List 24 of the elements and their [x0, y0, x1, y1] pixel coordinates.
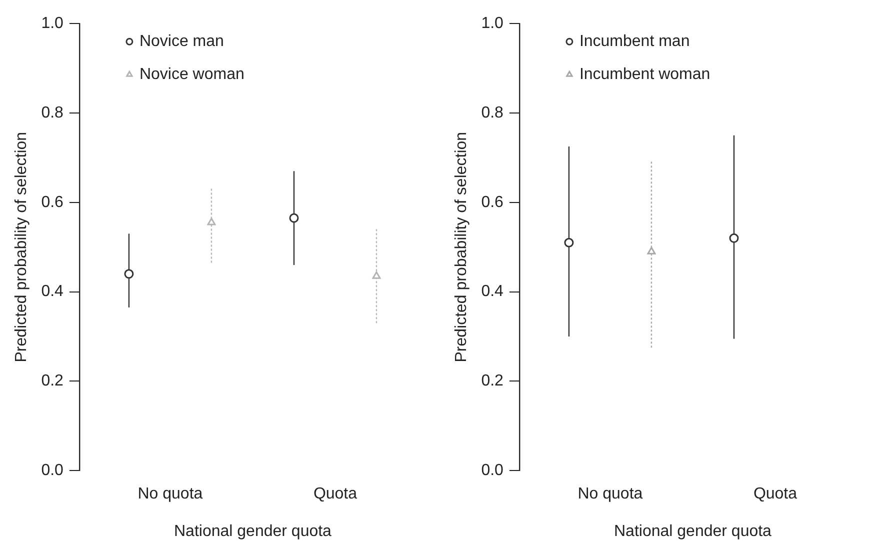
legend-label: Incumbent man [579, 33, 690, 50]
y-tick-label: 0.0 [481, 462, 504, 480]
x-tick-label: Quota [313, 486, 358, 503]
legend-label: Incumbent woman [579, 66, 710, 84]
y-tick-label: 0.6 [41, 194, 64, 211]
y-axis-title: Predicted probability of selection [453, 132, 470, 362]
legend-label: Novice woman [139, 66, 244, 84]
y-axis-title: Predicted probability of selection [13, 132, 30, 362]
y-tick-label: 0.4 [481, 283, 504, 300]
y-tick-label: 0.4 [41, 283, 64, 300]
y-tick-label: 1.0 [481, 15, 504, 32]
y-tick-label: 0.8 [41, 104, 64, 122]
x-tick-label: Quota [753, 486, 798, 503]
y-tick-label: 0.2 [41, 372, 64, 390]
x-tick-label: No quota [578, 486, 643, 503]
y-tick-label: 0.8 [481, 104, 504, 122]
y-tick-label: 0.2 [481, 372, 504, 390]
x-axis-title: National gender quota [614, 522, 772, 540]
y-tick-label: 1.0 [41, 15, 64, 32]
y-tick-label: 0.6 [481, 194, 504, 211]
y-tick-label: 0.0 [41, 462, 64, 480]
x-tick-label: No quota [138, 486, 203, 503]
legend-label: Novice man [139, 33, 224, 50]
x-axis-title: National gender quota [174, 522, 332, 540]
